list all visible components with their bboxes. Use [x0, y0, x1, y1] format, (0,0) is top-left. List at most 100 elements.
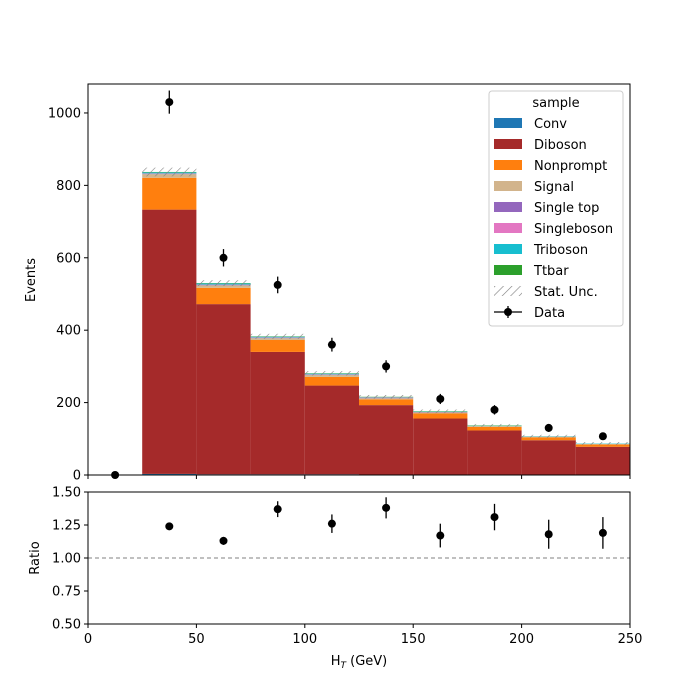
bar — [250, 351, 305, 475]
stat-unc-band — [467, 423, 522, 427]
stat-unc-band — [196, 280, 251, 287]
ratio-y-tick-label: 0.50 — [52, 618, 81, 633]
legend-swatch-hatch — [494, 286, 522, 296]
ratio-y-tick-label: 0.75 — [52, 585, 81, 600]
series-diboson — [142, 209, 630, 475]
legend-frame — [488, 90, 624, 327]
legend-label: Data — [534, 306, 565, 321]
legend-data-marker — [504, 308, 512, 316]
bar — [250, 338, 305, 340]
ratio-point — [436, 531, 445, 540]
bar — [304, 375, 359, 377]
bar — [413, 413, 468, 419]
legend-label: Stat. Unc. — [534, 285, 598, 300]
x-axis-label-main: H — [331, 654, 341, 669]
legend-title: sample — [532, 96, 579, 111]
y-tick-label: 800 — [56, 179, 81, 194]
ratio-y-tick-label: 1.25 — [52, 519, 81, 534]
data-point — [219, 253, 228, 262]
bar — [575, 444, 630, 447]
bar — [196, 285, 251, 288]
bar — [359, 405, 414, 475]
bar — [575, 446, 630, 475]
legend-entry: Conv — [494, 117, 567, 132]
main-axes-frame — [87, 83, 631, 476]
x-tick-label: 50 — [188, 632, 205, 647]
data-point — [327, 340, 336, 349]
bar — [413, 418, 468, 475]
ratio-y-tick-label: 1.50 — [52, 486, 81, 501]
bar — [142, 209, 197, 474]
legend-entry: Signal — [494, 180, 574, 195]
stat-unc-bands — [142, 167, 630, 445]
data-point — [436, 394, 445, 403]
bar — [304, 376, 359, 386]
ratio-point — [544, 530, 553, 539]
data-point — [598, 432, 607, 441]
legend-swatch — [494, 244, 522, 254]
legend-entry-stat-unc: Stat. Unc. — [494, 285, 598, 300]
legend: sample Conv Diboson Nonprompt Signal Single … — [488, 90, 624, 327]
ratio-plot: 0.50 0.75 1.00 1.25 1.50 0 50 100 150 200 250 — [52, 486, 642, 648]
y-tick-label: 0 — [73, 469, 81, 484]
bar — [521, 440, 576, 475]
ratio-points — [165, 497, 607, 549]
y-tick-label: 400 — [56, 324, 81, 339]
legend-label: Signal — [534, 180, 574, 195]
legend-swatch — [494, 265, 522, 275]
legend-label: Diboson — [534, 138, 587, 153]
ratio-y-tick-label: 1.00 — [52, 552, 81, 567]
legend-swatch — [494, 118, 522, 128]
stat-unc-band — [359, 394, 414, 399]
y-tick-label: 600 — [56, 251, 81, 266]
legend-entry: Nonprompt — [494, 159, 607, 174]
legend-label: Triboson — [533, 243, 588, 258]
ratio-point — [327, 519, 336, 528]
series-nonprompt — [142, 177, 630, 447]
bar — [521, 437, 576, 441]
ratio-point — [219, 536, 228, 545]
ratio-y-axis-label: Ratio — [28, 541, 43, 574]
legend-swatch — [494, 139, 522, 149]
legend-swatch — [494, 202, 522, 212]
ratio-point — [382, 503, 391, 512]
ratio-point — [165, 522, 174, 531]
x-tick-label: 100 — [292, 632, 317, 647]
stat-unc-band — [142, 167, 197, 177]
legend-label: Singleboson — [534, 222, 613, 237]
x-tick-label: 200 — [509, 632, 534, 647]
legend-label: Ttbar — [533, 264, 569, 279]
legend-swatch — [494, 181, 522, 191]
stat-unc-band — [304, 371, 359, 376]
x-axis-label: HT (GeV) — [331, 654, 388, 671]
x-tick-label: 150 — [401, 632, 426, 647]
ratio-point — [598, 528, 607, 537]
data-points — [111, 90, 607, 479]
x-axis-label-subscript: T — [341, 661, 348, 671]
x-tick-label: 250 — [618, 632, 643, 647]
bar — [467, 430, 522, 475]
stat-unc-band — [521, 434, 576, 438]
stat-unc-band — [413, 409, 468, 414]
legend-entry: Triboson — [494, 243, 588, 258]
data-point — [382, 362, 391, 371]
y-tick-label: 200 — [56, 396, 81, 411]
ratio-point — [273, 505, 282, 514]
legend-swatch — [494, 160, 522, 170]
ratio-axes-frame — [87, 491, 631, 625]
bar — [359, 399, 414, 406]
data-point — [165, 98, 174, 107]
x-axis-label-unit: (GeV) — [346, 654, 387, 669]
legend-label: Single top — [534, 201, 599, 216]
ratio-point — [490, 513, 499, 522]
legend-label: Conv — [534, 117, 567, 132]
legend-entry: Singleboson — [494, 222, 613, 237]
bar — [304, 385, 359, 475]
x-tick-label: 0 — [84, 632, 92, 647]
bar — [359, 398, 414, 400]
data-point — [273, 280, 282, 289]
bar — [250, 339, 305, 352]
bar — [142, 177, 197, 210]
legend-entry: Diboson — [494, 138, 587, 153]
